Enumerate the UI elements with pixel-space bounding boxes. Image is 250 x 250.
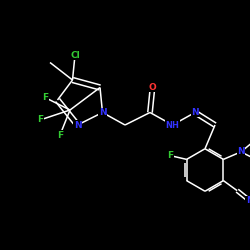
Text: F: F xyxy=(42,93,48,102)
Text: N: N xyxy=(99,108,106,117)
Text: Cl: Cl xyxy=(70,50,80,59)
Text: F: F xyxy=(167,151,173,160)
Text: NH: NH xyxy=(166,120,179,130)
Text: N: N xyxy=(237,147,245,156)
Text: N: N xyxy=(191,108,199,117)
Text: N: N xyxy=(74,120,81,130)
Text: F: F xyxy=(37,116,43,124)
Text: O: O xyxy=(148,83,156,92)
Text: F: F xyxy=(57,130,63,140)
Text: N: N xyxy=(246,196,250,205)
